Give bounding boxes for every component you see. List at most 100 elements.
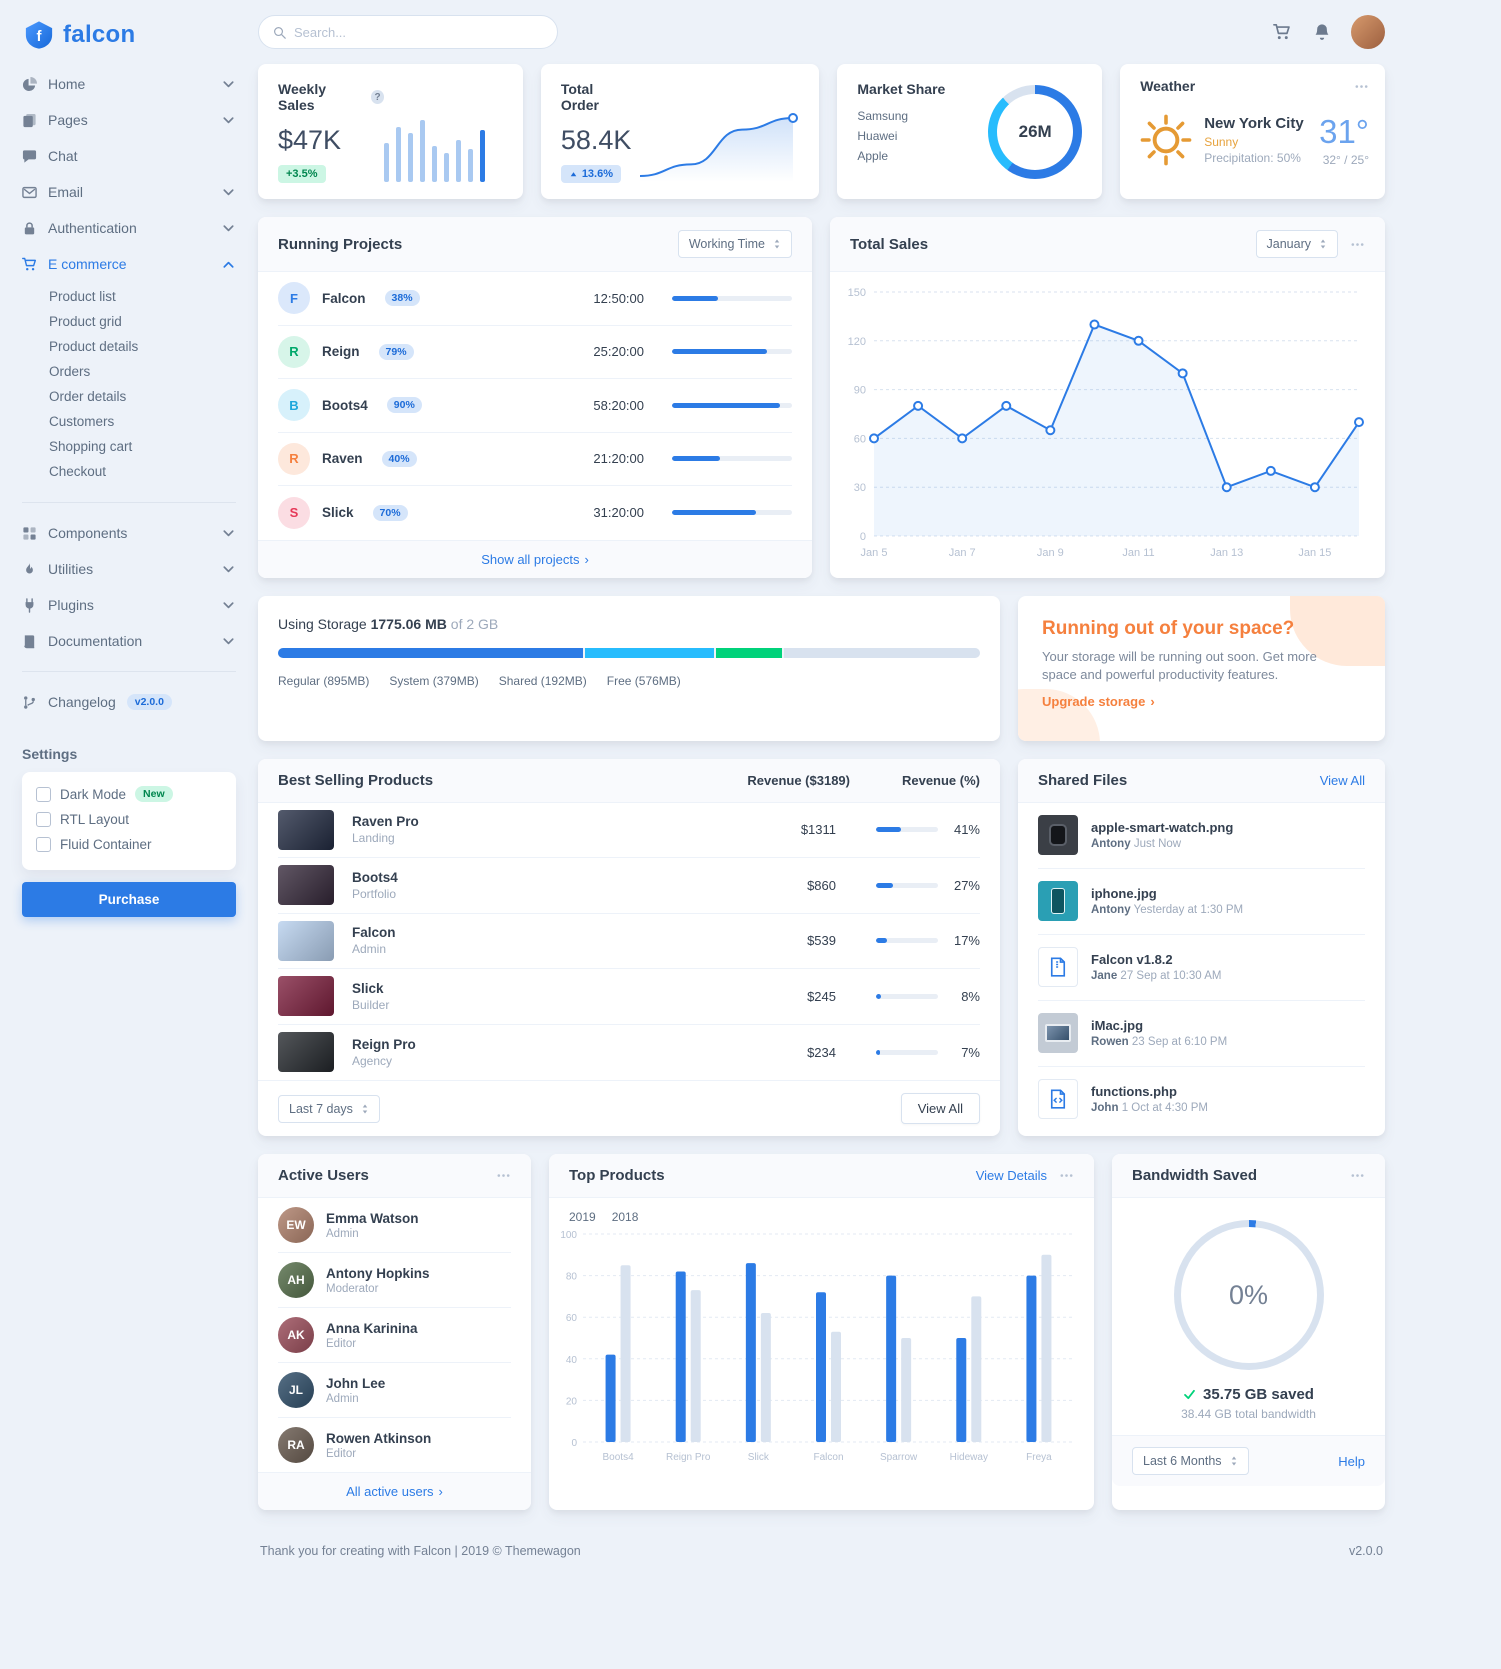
file-name[interactable]: iphone.jpg (1091, 886, 1157, 901)
cart-button[interactable] (1271, 21, 1293, 43)
last-7-days-select[interactable]: Last 7 days (278, 1094, 380, 1123)
best-selling-card: Best Selling Products Revenue ($3189) Re… (258, 758, 1000, 1136)
user-name[interactable]: John Lee (326, 1375, 386, 1391)
product-name[interactable]: Boots4 (352, 869, 398, 885)
month-select[interactable]: January (1255, 230, 1338, 258)
dark-mode-option[interactable]: Dark Mode New (36, 786, 222, 802)
product-name[interactable]: Reign Pro (352, 1036, 416, 1052)
sidebar-subitem-customers[interactable]: Customers (49, 414, 115, 429)
all-active-users-link[interactable]: All active users › (258, 1472, 531, 1510)
file-user: Antony (1091, 838, 1131, 850)
notifications-button[interactable] (1311, 21, 1333, 43)
utilities-icon (22, 562, 37, 577)
project-row: B Boots4 90% 58:20:00 (278, 379, 792, 433)
check-icon (1183, 1388, 1196, 1401)
sidebar-item-authentication[interactable]: Authentication (22, 210, 236, 246)
product-name[interactable]: Raven Pro (352, 814, 419, 830)
legend-item[interactable]: 2019 (569, 1210, 596, 1224)
project-name[interactable]: Reign (322, 344, 360, 360)
file-name[interactable]: functions.php (1091, 1084, 1177, 1099)
sidebar-item-chat[interactable]: Chat (22, 138, 236, 174)
card-header: Top Products View Details (549, 1154, 1094, 1198)
file-user: Rowen (1091, 1036, 1129, 1048)
user-name[interactable]: Emma Watson (326, 1210, 419, 1226)
total-sales-card: Total Sales January 0 30 60 90 120 150 Jan 5 Ja… (830, 217, 1385, 578)
search-input[interactable] (294, 24, 543, 40)
bandwidth-menu-button[interactable] (1350, 1168, 1365, 1183)
sidebar-subitem-shopping-cart[interactable]: Shopping cart (49, 439, 133, 454)
project-name[interactable]: Boots4 (322, 397, 368, 413)
product-row: Boots4 Portfolio $860 27% (278, 858, 980, 914)
sidebar-subitem-product-grid[interactable]: Product grid (49, 314, 122, 329)
sidebar-item-ecommerce[interactable]: E commerce (22, 246, 236, 282)
cart-icon (22, 257, 37, 272)
sidebar-item-changelog[interactable]: Changelog v2.0.0 (22, 684, 236, 720)
active-users-menu-button[interactable] (496, 1168, 511, 1183)
working-time-select[interactable]: Working Time (677, 230, 792, 258)
products-files-row: Best Selling Products Revenue ($3189) Re… (258, 758, 1385, 1136)
total-sales-menu-button[interactable] (1350, 237, 1365, 252)
user-avatar[interactable] (1351, 15, 1385, 49)
help-link[interactable]: Help (1338, 1453, 1365, 1469)
legend-item[interactable]: 2018 (612, 1210, 639, 1224)
user-name[interactable]: Rowen Atkinson (326, 1430, 432, 1446)
weather-menu-button[interactable] (1354, 79, 1369, 94)
sidebar-subitem-product-list[interactable]: Product list (49, 289, 116, 304)
view-all-button[interactable]: View All (900, 1093, 980, 1124)
last-6-months-select[interactable]: Last 6 Months (1132, 1447, 1249, 1475)
project-name[interactable]: Falcon (322, 290, 366, 306)
file-name[interactable]: Falcon v1.8.2 (1091, 952, 1173, 967)
help-icon[interactable]: ? (370, 90, 385, 104)
dark-mode-checkbox[interactable] (36, 786, 51, 802)
product-progress (876, 938, 938, 944)
project-initial: S (289, 505, 299, 521)
fluid-container-checkbox[interactable] (36, 837, 51, 852)
top-products-chart: 0 20 40 60 80 100 Boots4 Reign Pro Slick Falcon Sp… (553, 1226, 1082, 1464)
show-all-projects-link[interactable]: Show all projects › (258, 539, 812, 578)
sidebar-subitem-order-details[interactable]: Order details (49, 389, 127, 404)
search-box[interactable] (258, 15, 558, 49)
sidebar-item-pages[interactable]: Pages (22, 102, 236, 138)
file-name[interactable]: apple-smart-watch.png (1091, 820, 1234, 835)
weather-temperature: 31° (1319, 112, 1369, 150)
rtl-layout-option[interactable]: RTL Layout (36, 812, 222, 827)
footer-version: v2.0.0 (1348, 1544, 1383, 1558)
option-label: RTL Layout (60, 812, 130, 827)
sidebar-subitem-product-details[interactable]: Product details (49, 339, 139, 354)
sidebar-item-components[interactable]: Components (22, 515, 236, 551)
brand-logo[interactable]: f falcon (22, 14, 236, 66)
total-order-badge-value: 13.6% (581, 168, 614, 180)
card-title: Running Projects (278, 235, 403, 253)
sidebar-item-documentation[interactable]: Documentation (22, 623, 236, 659)
project-time: 25:20:00 (593, 344, 644, 360)
file-list: apple-smart-watch.png Antony Just Now ip… (1018, 803, 1385, 1132)
view-all-files-link[interactable]: View All (1319, 772, 1365, 788)
project-name[interactable]: Raven (322, 451, 363, 467)
weather-card: Weather New York City Sunny Precipitatio… (1120, 64, 1385, 199)
svg-text:0: 0 (860, 531, 866, 543)
purchase-button[interactable]: Purchase (22, 882, 236, 917)
sidebar-item-email[interactable]: Email (22, 174, 236, 210)
select-arrows-icon (1319, 238, 1327, 250)
sidebar-subitem-orders[interactable]: Orders (49, 364, 91, 379)
sidebar-item-utilities[interactable]: Utilities (22, 551, 236, 587)
project-name[interactable]: Slick (322, 505, 354, 521)
fluid-container-option[interactable]: Fluid Container (36, 837, 222, 852)
user-name[interactable]: Anna Karinina (326, 1320, 418, 1336)
user-name[interactable]: Antony Hopkins (326, 1265, 430, 1281)
file-name[interactable]: iMac.jpg (1091, 1018, 1144, 1033)
sidebar-subitem-checkout[interactable]: Checkout (49, 464, 107, 479)
user-info: Antony Hopkins Moderator (326, 1266, 430, 1295)
project-initial: F (290, 290, 298, 306)
upgrade-storage-link[interactable]: Upgrade storage › (1042, 694, 1155, 709)
top-products-menu-button[interactable] (1059, 1168, 1074, 1183)
rtl-layout-checkbox[interactable] (36, 812, 51, 827)
chevron-up-icon (221, 257, 236, 272)
product-name[interactable]: Slick (352, 980, 384, 996)
components-icon (22, 526, 37, 541)
sidebar-item-home[interactable]: Home (22, 66, 236, 102)
view-details-link[interactable]: View Details (975, 1168, 1047, 1183)
sidebar-item-plugins[interactable]: Plugins (22, 587, 236, 623)
product-name[interactable]: Falcon (352, 925, 396, 941)
svg-text:f: f (37, 28, 43, 45)
